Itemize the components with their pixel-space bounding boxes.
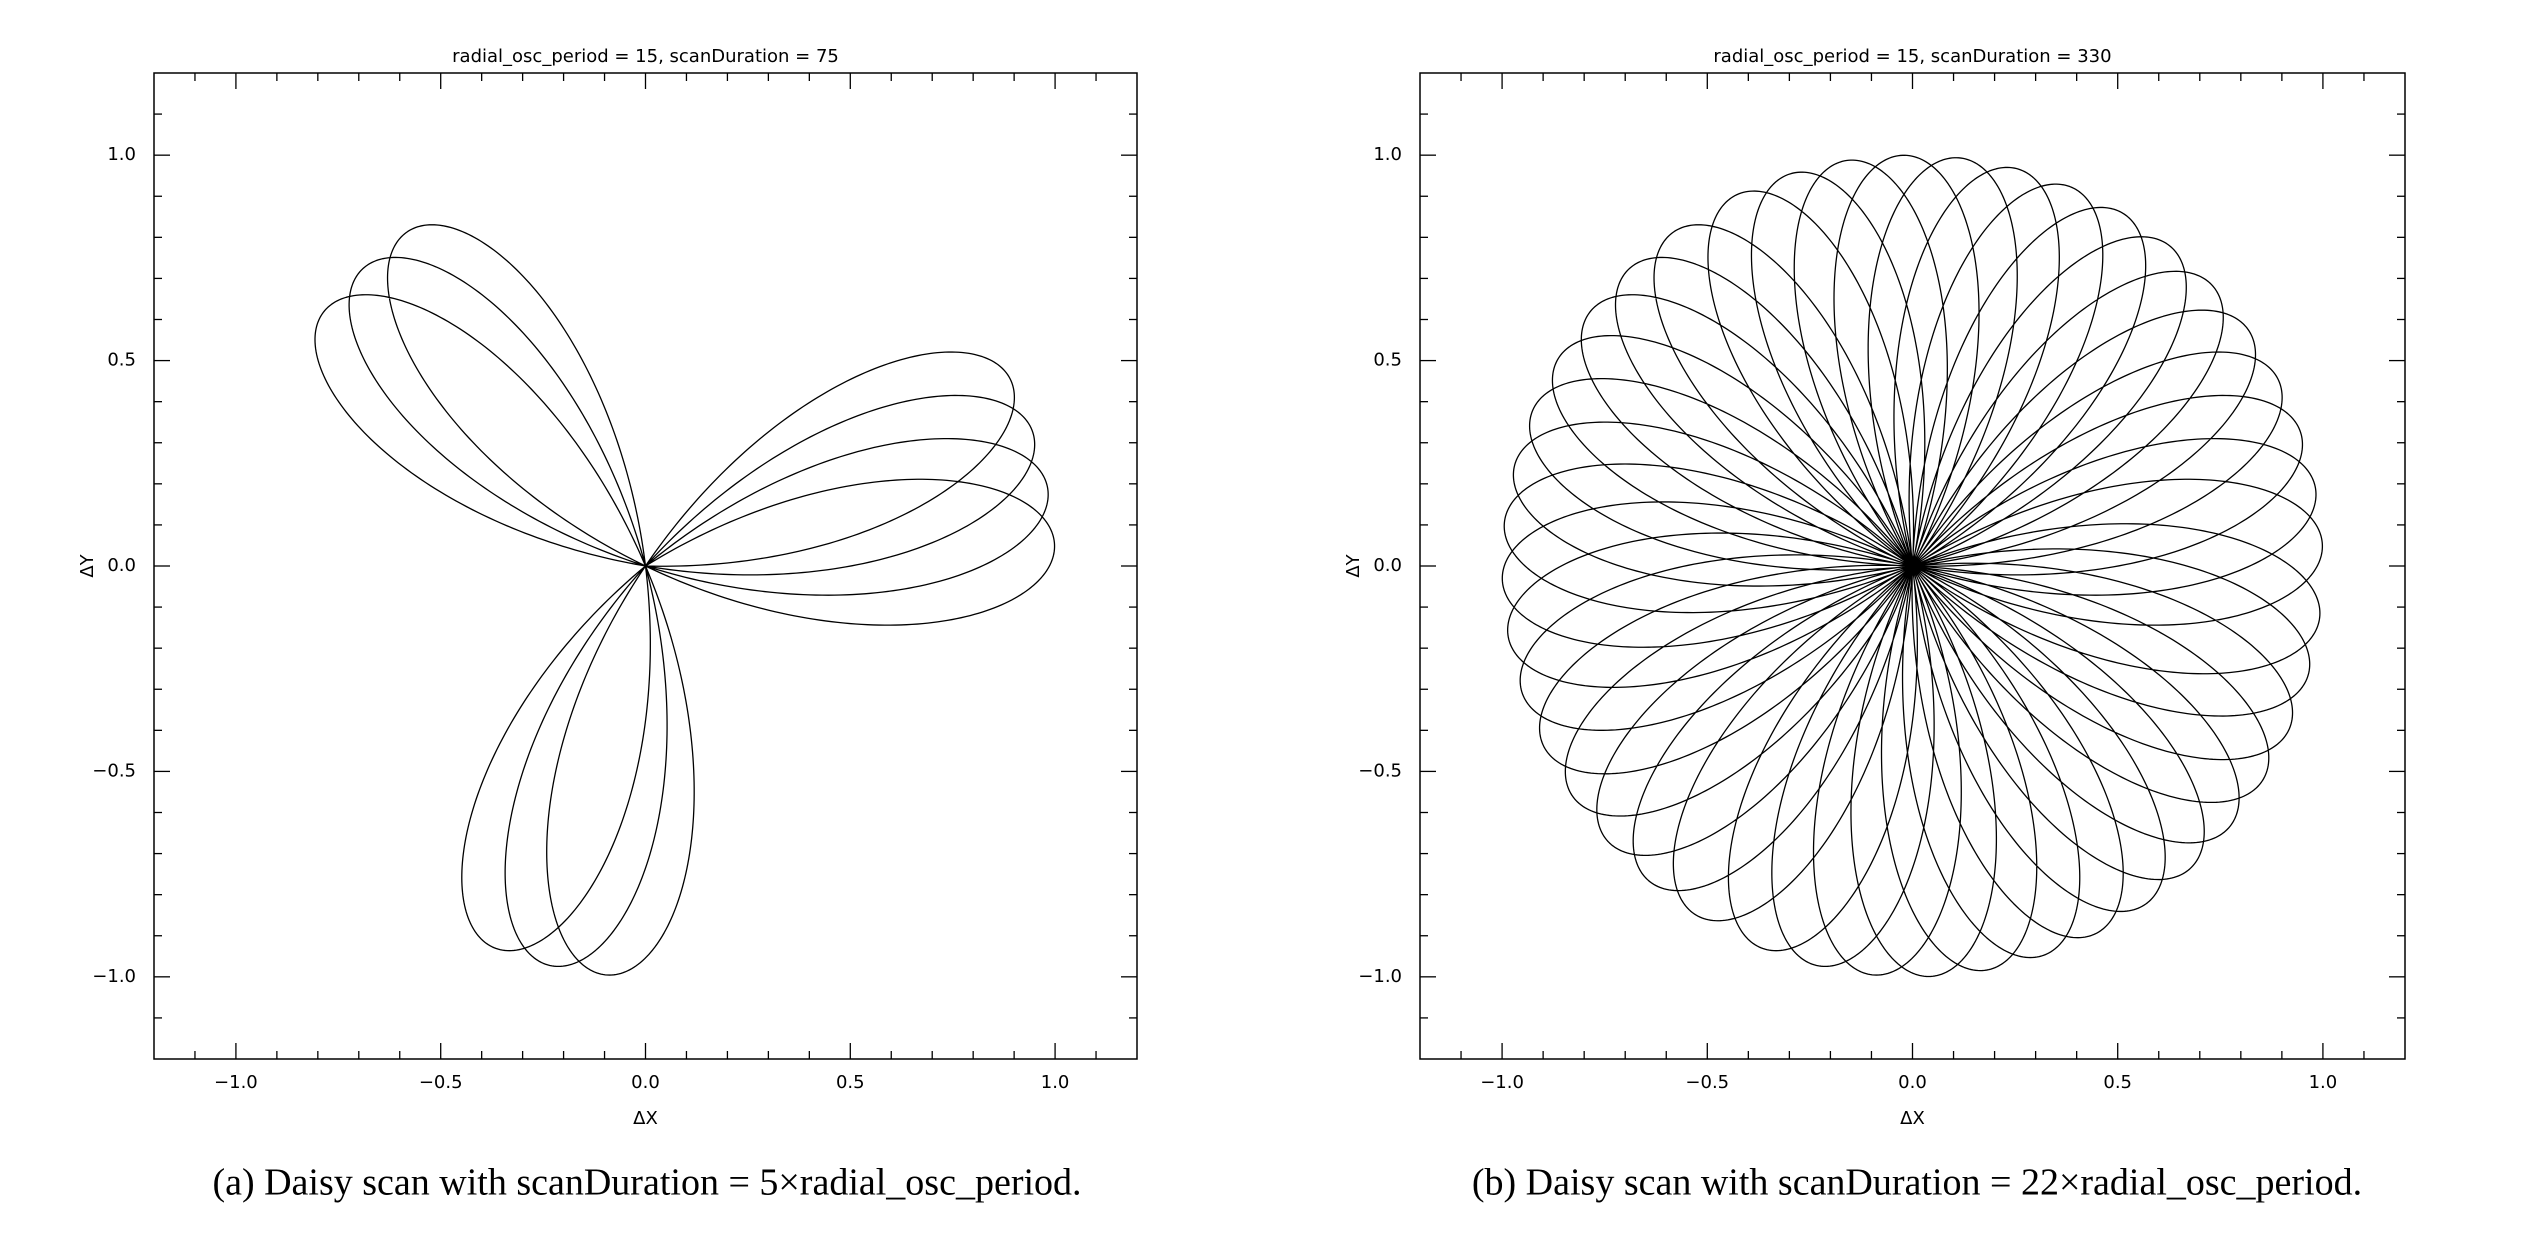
y-tick-label: 0.0: [107, 555, 136, 576]
y-axis-label: ΔY: [77, 553, 98, 577]
daisy-curve: [1501, 154, 2324, 978]
y-tick-label: 0.0: [1373, 555, 1402, 576]
y-tick-label: −1.0: [92, 966, 136, 987]
x-tick-label: −0.5: [419, 1072, 463, 1093]
x-tick-label: 1.0: [2309, 1072, 2338, 1093]
y-tick-label: 0.5: [1373, 350, 1402, 371]
daisy-curve: [314, 224, 1056, 976]
caption: (b) Daisy scan with scanDuration = 22×ra…: [1472, 1162, 2362, 1204]
x-tick-label: 0.5: [2103, 1072, 2132, 1093]
y-tick-label: 1.0: [1373, 144, 1402, 165]
x-tick-label: −1.0: [214, 1072, 258, 1093]
x-tick-label: 0.0: [1898, 1072, 1927, 1093]
y-tick-label: 0.5: [107, 350, 136, 371]
caption: (a) Daisy scan with scanDuration = 5×rad…: [212, 1162, 1081, 1204]
x-tick-label: 1.0: [1041, 1072, 1070, 1093]
x-tick-label: 0.5: [836, 1072, 865, 1093]
chart-title: radial_osc_period = 15, scanDuration = 7…: [452, 46, 839, 67]
x-tick-label: −0.5: [1685, 1072, 1729, 1093]
y-tick-label: −0.5: [92, 760, 136, 781]
x-tick-label: 0.0: [631, 1072, 660, 1093]
y-tick-label: −0.5: [1358, 760, 1402, 781]
y-tick-label: −1.0: [1358, 966, 1402, 987]
x-axis-label: ΔX: [1900, 1108, 1925, 1129]
y-axis-label: ΔY: [1343, 553, 1364, 577]
x-tick-label: −1.0: [1480, 1072, 1524, 1093]
x-axis-label: ΔX: [633, 1108, 658, 1129]
chart-title: radial_osc_period = 15, scanDuration = 3…: [1713, 46, 2111, 67]
y-tick-label: 1.0: [107, 144, 136, 165]
